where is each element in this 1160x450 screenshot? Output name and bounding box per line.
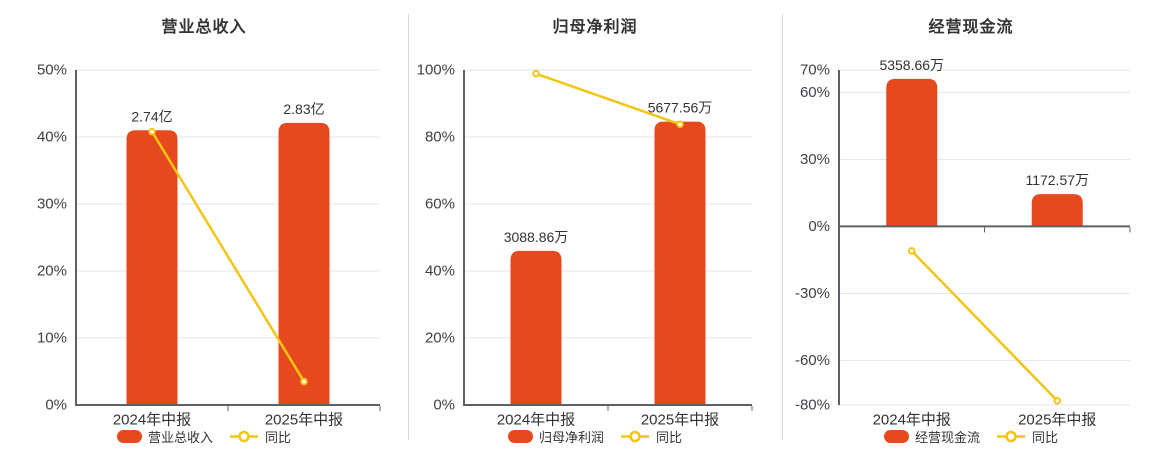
legend-yoy-label: 同比 xyxy=(265,430,292,445)
legend-item-revenue-yoy[interactable]: 同比 xyxy=(229,427,291,446)
bar-series-swatch xyxy=(507,430,533,443)
y-tick-label: 40% xyxy=(425,263,455,280)
yoy-line-icon xyxy=(621,430,649,443)
revenue-chart-plot: 0% 10% 20% 30% 40% 50% 2.74亿 2.83亿 2024年中报 2025年中… xyxy=(37,62,381,429)
y-tick-label: 0% xyxy=(808,218,830,235)
category-label: 2024年中报 xyxy=(497,412,575,429)
bar-2025年中报[interactable] xyxy=(278,122,330,406)
yoy-marker[interactable] xyxy=(1053,396,1062,405)
panel-divider xyxy=(782,14,783,440)
y-tick-label: -30% xyxy=(795,285,830,302)
y-tick-label: 100% xyxy=(417,62,455,79)
chart-panel-cash-flow: -80% -60% -30% 0% 30% 60% 70% 5358.66万 1172.57万 2… xyxy=(782,0,1160,450)
category-label: 2025年中报 xyxy=(1018,412,1096,429)
legend-yoy-label: 同比 xyxy=(1032,430,1059,445)
yoy-line[interactable] xyxy=(910,249,1059,403)
y-tick-label: 30% xyxy=(800,151,830,168)
legend-bar-label: 营业总收入 xyxy=(147,430,213,445)
bar-series-swatch xyxy=(883,430,909,443)
legend-bar-label: 归母净利润 xyxy=(538,430,604,445)
y-tick-label: 60% xyxy=(800,84,830,101)
bar-value-label: 3088.86万 xyxy=(504,229,569,245)
bar-2024年中报[interactable] xyxy=(126,130,178,406)
bar-value-label: 1172.57万 xyxy=(1025,172,1089,188)
y-tick-label: 70% xyxy=(800,62,830,79)
revenue-chart-title: 营业总收入 xyxy=(161,19,247,36)
category-label: 2024年中报 xyxy=(113,412,191,429)
legend-item-cash-flow-yoy[interactable]: 同比 xyxy=(996,427,1058,446)
y-tick-label: 20% xyxy=(425,330,455,347)
panel-divider xyxy=(408,14,409,440)
bar-2024年中报[interactable] xyxy=(886,78,938,227)
y-tick-label: 50% xyxy=(37,62,67,79)
yoy-marker[interactable] xyxy=(907,247,916,255)
bar-2025年中报[interactable] xyxy=(1031,194,1083,227)
bar-series-swatch xyxy=(116,430,142,443)
net-profit-chart-legend: 归母净利润 同比 xyxy=(408,427,782,446)
legend-item-revenue-bar[interactable]: 营业总收入 xyxy=(116,427,213,446)
yoy-line[interactable] xyxy=(150,130,306,383)
yoy-line-icon xyxy=(997,430,1025,443)
y-tick-label: 60% xyxy=(425,196,455,213)
bar-value-label: 5677.56万 xyxy=(648,100,713,116)
y-tick-label: 20% xyxy=(37,263,67,280)
bar-2025年中报[interactable] xyxy=(654,121,706,405)
legend-bar-label: 经营现金流 xyxy=(914,430,980,445)
legend-item-net-profit-bar[interactable]: 归母净利润 xyxy=(507,427,604,446)
yoy-line[interactable] xyxy=(534,72,682,126)
y-tick-label: -80% xyxy=(795,397,830,414)
legend-item-net-profit-yoy[interactable]: 同比 xyxy=(620,427,682,446)
bar-value-label: 2.74亿 xyxy=(131,108,172,124)
category-label: 2025年中报 xyxy=(265,412,343,429)
category-label: 2024年中报 xyxy=(873,412,951,429)
y-tick-label: -60% xyxy=(795,352,830,369)
bar-2024年中报[interactable] xyxy=(510,250,562,405)
y-tick-label: 30% xyxy=(37,196,67,213)
yoy-marker[interactable] xyxy=(148,127,156,136)
net-profit-chart-plot: 0% 20% 40% 60% 80% 100% 3088.86万 5677.56万 2024年中… xyxy=(417,62,753,429)
yoy-marker[interactable] xyxy=(676,120,684,129)
yoy-marker[interactable] xyxy=(300,377,308,386)
category-label: 2025年中报 xyxy=(641,412,719,429)
legend-yoy-label: 同比 xyxy=(656,430,683,445)
chart-panel-revenue: 0% 10% 20% 30% 40% 50% 2.74亿 2.83亿 2024年中报 2025年中… xyxy=(0,0,408,450)
yoy-line-icon xyxy=(230,430,258,443)
yoy-marker[interactable] xyxy=(532,69,540,78)
bar-value-label: 2.83亿 xyxy=(283,101,324,117)
y-tick-label: 0% xyxy=(45,397,67,414)
net-profit-chart-title: 归母净利润 xyxy=(552,19,638,36)
cash-flow-chart-legend: 经营现金流 同比 xyxy=(782,427,1160,446)
revenue-chart-legend: 营业总收入 同比 xyxy=(0,427,408,446)
bar-value-label: 5358.66万 xyxy=(879,57,944,73)
y-tick-label: 80% xyxy=(425,129,455,146)
y-tick-label: 40% xyxy=(37,129,67,146)
y-tick-label: 0% xyxy=(433,397,455,414)
legend-item-cash-flow-bar[interactable]: 经营现金流 xyxy=(883,427,980,446)
chart-panel-net-profit: 0% 20% 40% 60% 80% 100% 3088.86万 5677.56万 2024年中… xyxy=(408,0,782,450)
cash-flow-chart-title: 经营现金流 xyxy=(928,19,1014,36)
cash-flow-chart-plot: -80% -60% -30% 0% 30% 60% 70% 5358.66万 1172.57万 2… xyxy=(795,57,1131,429)
y-tick-label: 10% xyxy=(37,330,67,347)
